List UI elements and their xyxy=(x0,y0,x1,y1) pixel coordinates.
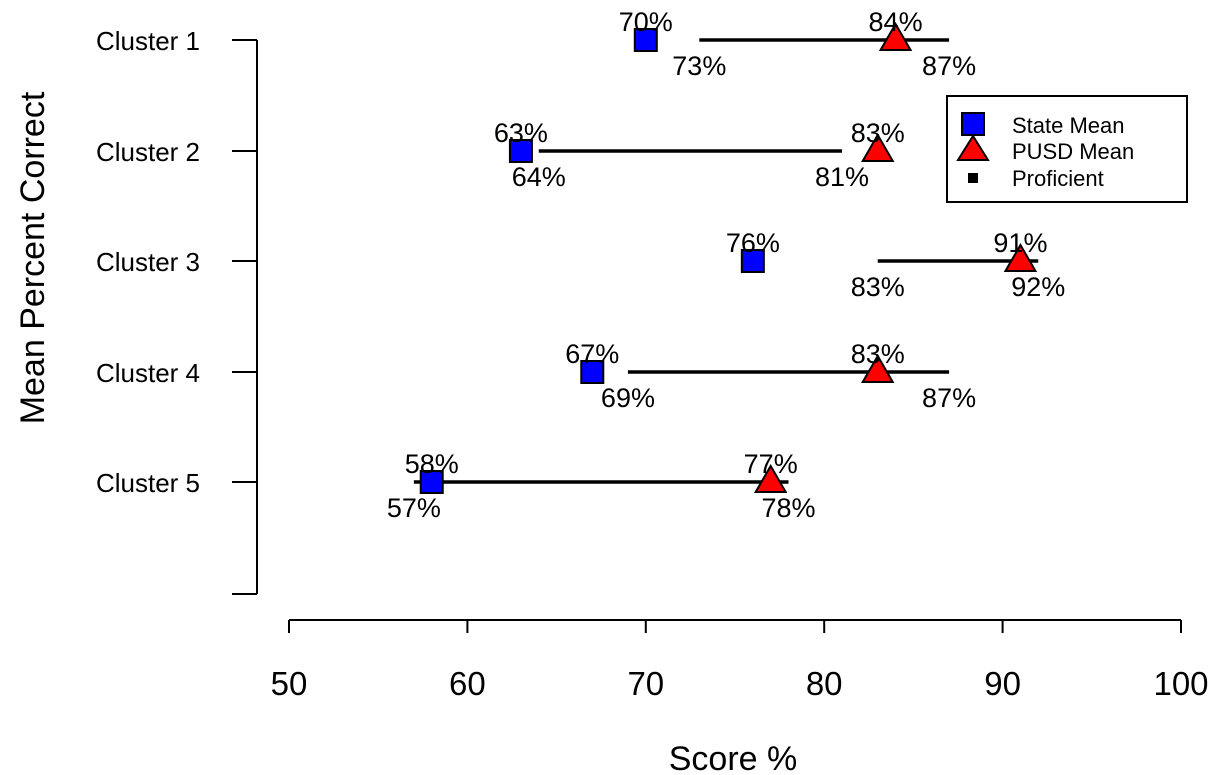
legend-proficient-marker xyxy=(968,173,978,183)
state-mean-marker-cluster-4 xyxy=(580,360,605,384)
legend-pusd-mean-marker xyxy=(956,134,990,161)
proficient-start-label-cluster-3: 83% xyxy=(851,272,905,302)
proficient-start-label-cluster-4: 69% xyxy=(601,383,655,413)
state-mean-label-cluster-5: 58% xyxy=(405,449,459,479)
pusd-mean-marker-cluster-3 xyxy=(1003,242,1038,272)
x-tick-label-90: 90 xyxy=(984,665,1021,702)
x-axis-title: Score % xyxy=(669,740,798,775)
pusd-mean-label-cluster-4: 83% xyxy=(851,339,905,369)
x-ticks: 50 60 70 80 90 100 xyxy=(271,620,1209,702)
legend-box xyxy=(946,95,1188,203)
state-mean-label-cluster-1: 70% xyxy=(619,7,673,37)
legend-proficient-label: Proficient xyxy=(1012,166,1104,191)
state-mean-marker-cluster-1 xyxy=(633,28,658,52)
value-labels: 70% 84% 73% 87% 63% 83% 64% 81% 76% 91% 83% 92% 67% 8… xyxy=(387,7,1065,523)
pusd-mean-label-cluster-5: 77% xyxy=(744,449,798,479)
pusd-mean-marker-cluster-1 xyxy=(878,21,913,51)
proficient-end-label-cluster-1: 87% xyxy=(922,51,976,81)
x-tick-label-80: 80 xyxy=(806,665,843,702)
x-tick-label-70: 70 xyxy=(627,665,664,702)
legend: State Mean PUSD Mean Proficient xyxy=(946,95,1188,203)
y-tick-label-cluster-5: Cluster 5 xyxy=(96,468,200,498)
pusd-mean-marker-cluster-4 xyxy=(860,353,895,383)
markers xyxy=(419,21,1038,494)
legend-state-mean-marker xyxy=(961,112,985,136)
state-mean-label-cluster-2: 63% xyxy=(494,118,548,148)
pusd-mean-marker-cluster-2 xyxy=(860,132,895,162)
y-tick-label-cluster-1: Cluster 1 xyxy=(96,26,200,56)
y-tick-label-cluster-3: Cluster 3 xyxy=(96,247,200,277)
proficient-end-label-cluster-5: 78% xyxy=(761,493,815,523)
legend-state-mean-label: State Mean xyxy=(1012,113,1125,138)
pusd-mean-label-cluster-3: 91% xyxy=(993,228,1047,258)
state-mean-label-cluster-3: 76% xyxy=(726,228,780,258)
pusd-mean-label-cluster-2: 83% xyxy=(851,118,905,148)
x-tick-label-60: 60 xyxy=(449,665,486,702)
proficient-start-label-cluster-1: 73% xyxy=(672,51,726,81)
state-mean-label-cluster-4: 67% xyxy=(565,339,619,369)
y-ticks: Cluster 1 Cluster 2 Cluster 3 Cluster 4 Clus… xyxy=(96,26,257,595)
proficient-start-label-cluster-2: 64% xyxy=(512,162,566,192)
x-tick-label-50: 50 xyxy=(271,665,308,702)
proficient-segments xyxy=(413,38,1039,484)
proficient-end-label-cluster-3: 92% xyxy=(1011,272,1065,302)
pusd-mean-marker-cluster-5 xyxy=(753,463,788,493)
x-tick-label-100: 100 xyxy=(1153,665,1208,702)
proficient-end-label-cluster-2: 81% xyxy=(815,162,869,192)
state-mean-marker-cluster-5 xyxy=(419,470,444,494)
state-mean-marker-cluster-2 xyxy=(508,139,533,163)
legend-pusd-mean-label: PUSD Mean xyxy=(1012,139,1134,164)
proficient-end-label-cluster-4: 87% xyxy=(922,383,976,413)
y-tick-label-cluster-2: Cluster 2 xyxy=(96,137,200,167)
y-tick-label-cluster-4: Cluster 4 xyxy=(96,358,200,388)
pusd-mean-label-cluster-1: 84% xyxy=(869,7,923,37)
proficient-start-label-cluster-5: 57% xyxy=(387,493,441,523)
state-mean-marker-cluster-3 xyxy=(740,249,765,273)
y-axis-title: Mean Percent Correct xyxy=(14,91,52,424)
